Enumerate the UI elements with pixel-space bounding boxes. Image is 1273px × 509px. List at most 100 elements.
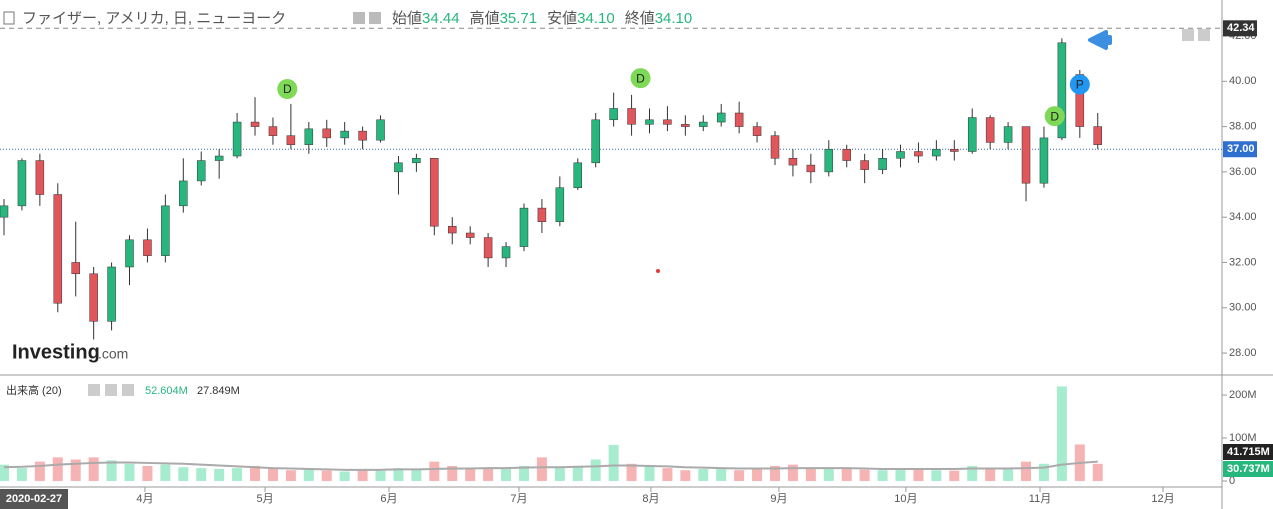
- volume-bar: [716, 468, 727, 481]
- volume-bar: [895, 468, 906, 481]
- candle-body: [699, 121, 708, 127]
- candle-body: [1003, 126, 1013, 143]
- candle-body: [0, 205, 9, 218]
- icon[interactable]: [122, 384, 134, 396]
- volume-bar: [949, 470, 960, 481]
- legend-label: 終値: [625, 10, 655, 27]
- y-tick-label: 34.00: [1229, 211, 1257, 223]
- candle-body: [107, 266, 116, 322]
- candle-body: [806, 164, 816, 173]
- y-tick-label: 0: [1229, 475, 1235, 487]
- candle-body: [537, 207, 547, 222]
- volume-bar: [913, 468, 924, 481]
- candle-body: [914, 151, 923, 157]
- volume-bar: [644, 465, 655, 481]
- y-tick-label: 100M: [1229, 432, 1257, 444]
- high-label: 42.34: [1227, 22, 1255, 34]
- candle-body: [376, 119, 385, 141]
- volume-bar: [447, 465, 458, 481]
- event-marker: [1044, 106, 1065, 127]
- volume-bar: [124, 463, 135, 481]
- volume-title: 出来高 (20): [6, 383, 62, 397]
- candle-body: [250, 121, 260, 127]
- y-tick-label: 38.00: [1229, 120, 1257, 132]
- x-tick-label: 10月: [894, 493, 917, 505]
- y-tick-label: 36.00: [1229, 166, 1257, 178]
- volume-bar: [178, 467, 189, 481]
- candle-body: [143, 239, 152, 256]
- icon[interactable]: [1198, 29, 1210, 41]
- volume-bar: [339, 471, 350, 481]
- volume-bar: [608, 444, 619, 481]
- event-marker-label: P: [1076, 78, 1084, 92]
- volume-bar: [1021, 461, 1032, 481]
- candle-body: [932, 148, 941, 157]
- icon[interactable]: [369, 12, 381, 24]
- candle-body: [842, 148, 851, 161]
- volume-bar: [70, 459, 81, 481]
- candle-body: [824, 148, 834, 173]
- icon[interactable]: [105, 384, 117, 396]
- candle-body: [340, 130, 349, 139]
- event-marker: [277, 78, 298, 99]
- icon[interactable]: [1182, 29, 1194, 41]
- volume-bar: [985, 468, 996, 481]
- candle-body: [788, 158, 798, 166]
- volume-bar: [357, 470, 368, 481]
- date-label-bg: [0, 489, 68, 509]
- symbol: ファイザー, アメリカ, 日, ニューヨーク: [22, 10, 286, 27]
- legend-label: 安値: [547, 10, 577, 27]
- candle-body: [1021, 126, 1031, 184]
- candle-body: [609, 108, 618, 121]
- candle-body: [214, 155, 224, 161]
- candle-body: [770, 135, 780, 159]
- last-price-bg: [1223, 141, 1257, 158]
- last-price-label: 37.00: [1227, 143, 1255, 155]
- volume-bar: [483, 468, 494, 481]
- volume-bar: [859, 469, 870, 481]
- volume-bar: [967, 465, 978, 481]
- x-tick-label: 7月: [510, 493, 527, 505]
- candle-body: [645, 119, 654, 125]
- candle-body: [196, 160, 206, 182]
- candle-body: [89, 273, 98, 322]
- collapse-icon[interactable]: [3, 11, 15, 25]
- candle-body: [71, 262, 80, 275]
- volume-legend-value: 52.604M: [145, 385, 188, 397]
- candle-body: [591, 119, 600, 164]
- volume-bar: [52, 457, 63, 481]
- candle-body: [483, 237, 493, 259]
- candle-body: [358, 130, 367, 141]
- volume-last-bg: [1223, 444, 1273, 460]
- candle-body: [286, 135, 296, 145]
- volume-bar: [680, 470, 691, 481]
- volume-bar: [267, 468, 278, 481]
- volume-bar: [590, 459, 601, 481]
- x-tick-label: 4月: [136, 493, 153, 505]
- candle-body: [268, 126, 278, 136]
- candle-body: [896, 151, 905, 159]
- volume-bar: [662, 468, 673, 481]
- candle-body: [1057, 42, 1067, 139]
- candle-body: [35, 160, 45, 195]
- y-tick-label: 30.00: [1229, 302, 1257, 314]
- volume-bar: [429, 461, 440, 481]
- volume-bar: [196, 468, 207, 481]
- volume-last-label: 30.737M: [1227, 463, 1270, 475]
- volume-bar: [1003, 468, 1014, 481]
- y-tick-label: 28.00: [1229, 347, 1257, 359]
- event-marker-label: D: [283, 82, 292, 96]
- candle-body: [967, 117, 977, 152]
- candle-body: [734, 112, 744, 127]
- icon[interactable]: [88, 384, 100, 396]
- icon[interactable]: [353, 12, 365, 24]
- volume-bar: [285, 470, 296, 481]
- legend-value: 34.10: [577, 10, 615, 27]
- candle-body: [860, 160, 869, 170]
- volume-last-label: 41.715M: [1227, 446, 1270, 458]
- event-marker: [1069, 74, 1090, 95]
- volume-bar: [877, 470, 888, 481]
- legend-value: 34.10: [655, 10, 693, 27]
- volume-bar: [572, 465, 583, 481]
